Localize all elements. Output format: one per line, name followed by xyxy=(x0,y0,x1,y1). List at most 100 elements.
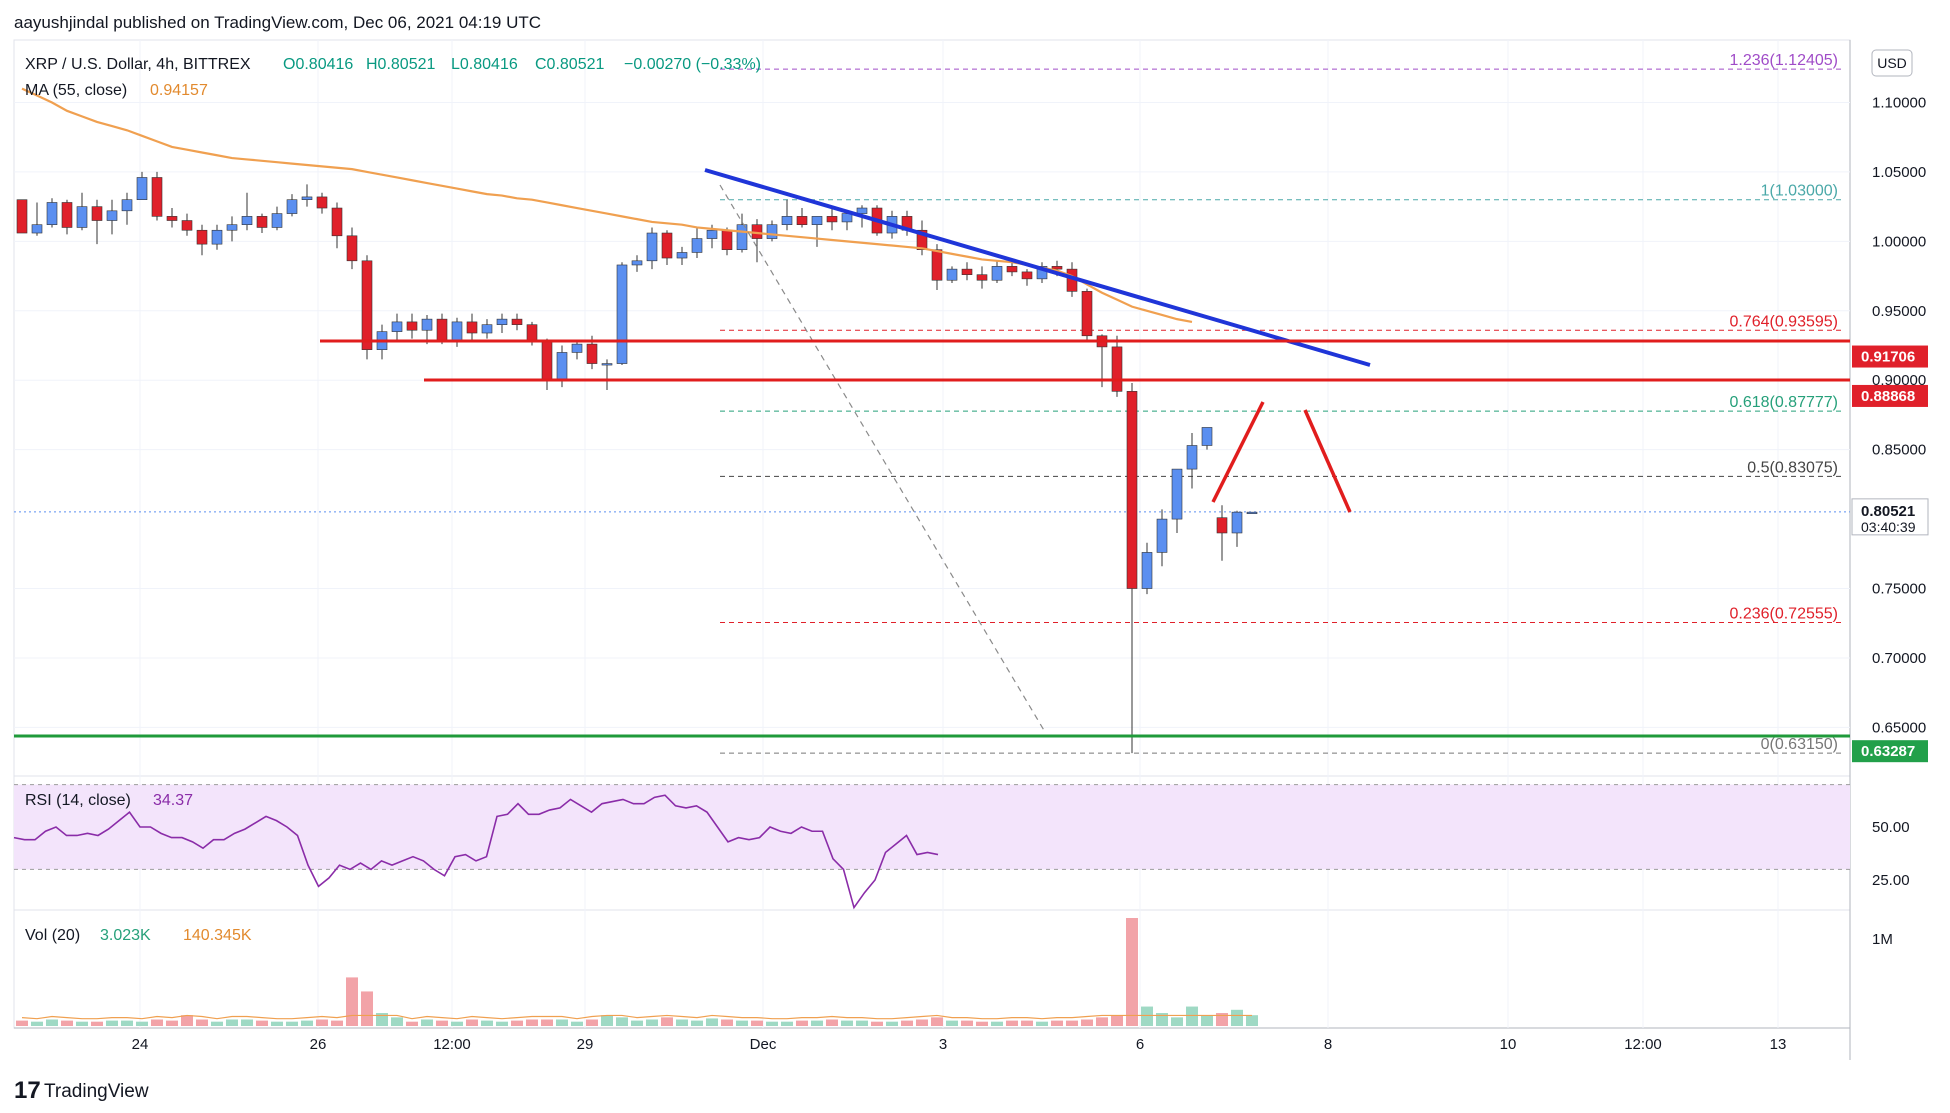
fib-level-label: 0.618(0.87777) xyxy=(1729,394,1838,411)
candle-body xyxy=(811,216,823,225)
price-tag-box xyxy=(1851,498,1929,536)
candlestick-series xyxy=(16,171,1258,754)
projection-arrow-down xyxy=(1303,409,1352,513)
candle-body xyxy=(976,274,988,281)
rsi-band xyxy=(14,784,1850,870)
volume-bar xyxy=(526,1019,538,1026)
volume-bar xyxy=(106,1020,118,1026)
volume-bar xyxy=(181,1015,193,1026)
candle-body xyxy=(1216,517,1228,534)
candle-body xyxy=(1246,511,1258,514)
volume-bar xyxy=(1051,1020,1063,1026)
candle-body xyxy=(271,213,283,228)
candle-body xyxy=(481,324,493,334)
candle-body xyxy=(991,266,1003,281)
volume-bar xyxy=(961,1020,973,1026)
volume-bar xyxy=(811,1020,823,1026)
bearish-trend-line xyxy=(704,168,1371,367)
candle-body xyxy=(631,260,643,266)
candle-body xyxy=(466,321,478,334)
volume-bar xyxy=(871,1021,883,1026)
axis-labels: 24 26 12:00 29 Dec 3 6 8 10 12:00 13 1.10000 1.05000… xyxy=(132,94,1927,1053)
fib-level-label: 0.236(0.72555) xyxy=(1729,605,1838,622)
price-tick-label: 0.85000 xyxy=(1872,442,1926,459)
currency-button-frame[interactable] xyxy=(1871,49,1913,77)
volume-bar xyxy=(736,1020,748,1026)
projection-arrow-up xyxy=(1211,401,1265,503)
volume-bar xyxy=(1126,918,1138,1026)
volume-bar xyxy=(646,1019,658,1026)
candle-body xyxy=(391,321,403,332)
candle-body xyxy=(301,196,313,200)
volume-bar xyxy=(691,1020,703,1026)
price-tick-label: 0.75000 xyxy=(1872,581,1926,598)
candle-body xyxy=(286,199,298,214)
volume-label: Vol (20) xyxy=(25,927,80,944)
candle-body xyxy=(781,216,793,225)
fib-level-label: 0.5(0.83075) xyxy=(1747,459,1838,476)
volume-bar xyxy=(706,1018,718,1026)
volume-bar xyxy=(76,1021,88,1026)
price-tick-label: 1.00000 xyxy=(1872,233,1926,250)
candle-body xyxy=(616,264,628,364)
candle-body xyxy=(661,232,673,259)
candle-body xyxy=(136,177,148,200)
price-tick-label: 1.05000 xyxy=(1872,164,1926,181)
volume-bar xyxy=(286,1021,298,1026)
volume-bar xyxy=(856,1020,868,1026)
candle-body xyxy=(61,202,73,228)
volume-bar xyxy=(1066,1020,1078,1026)
price-tag-box xyxy=(1852,384,1928,407)
price-tick-label: 1.10000 xyxy=(1872,94,1926,111)
volume-bar xyxy=(151,1019,163,1026)
ma-value: 0.94157 xyxy=(150,82,208,99)
volume-bar xyxy=(406,1021,418,1026)
candle-body xyxy=(406,321,418,331)
currency-button-label[interactable]: USD xyxy=(1877,55,1907,71)
volume-ma-line xyxy=(21,1014,1252,1020)
candle-body xyxy=(916,229,928,250)
time-tick-label: 13 xyxy=(1770,1036,1787,1053)
volume-bar xyxy=(436,1020,448,1026)
volume-bar xyxy=(571,1021,583,1026)
candle-body xyxy=(841,213,853,223)
time-tick-label: 6 xyxy=(1136,1036,1144,1053)
volume-bar xyxy=(301,1020,313,1026)
volume-bar xyxy=(616,1017,628,1026)
volume-bar xyxy=(496,1021,508,1026)
candle-body xyxy=(91,206,103,221)
volume-value-2: 140.345K xyxy=(183,927,252,944)
candle-body xyxy=(1126,391,1138,589)
rsi-indicator: 50.00 25.00 xyxy=(13,784,1910,910)
tradingview-branding: 17 TradingView xyxy=(14,1077,149,1104)
candle-body xyxy=(496,318,508,325)
volume-bar xyxy=(211,1021,223,1026)
close-value: C0.80521 xyxy=(535,56,604,73)
chart-legend: XRP / U.S. Dollar, 4h, BITTREX O0.80416 … xyxy=(25,56,761,944)
candle-body xyxy=(526,324,538,342)
candle-body xyxy=(1171,468,1183,520)
volume-bar xyxy=(121,1020,133,1026)
currency-button[interactable]: USD xyxy=(1871,49,1913,77)
candle-body xyxy=(451,321,463,342)
candle-body xyxy=(721,229,733,250)
volume-bar xyxy=(1006,1020,1018,1026)
volume-bar xyxy=(481,1020,493,1026)
volume-bar xyxy=(751,1020,763,1026)
candle-body xyxy=(601,363,613,366)
volume-bar xyxy=(61,1020,73,1026)
candle-body xyxy=(1156,518,1168,553)
time-tick-label: 12:00 xyxy=(433,1036,471,1053)
volume-bar xyxy=(1231,1009,1243,1026)
volume-bar xyxy=(766,1021,778,1026)
volume-bar xyxy=(391,1017,403,1026)
candle-body xyxy=(931,249,943,281)
volume-bar xyxy=(781,1021,793,1026)
candle-body xyxy=(361,260,373,350)
time-tick-label: 29 xyxy=(577,1036,594,1053)
volume-bar xyxy=(166,1020,178,1026)
volume-bars: 1M xyxy=(16,918,1893,1026)
price-pane-frame xyxy=(13,39,1851,777)
volume-bar xyxy=(991,1021,1003,1026)
